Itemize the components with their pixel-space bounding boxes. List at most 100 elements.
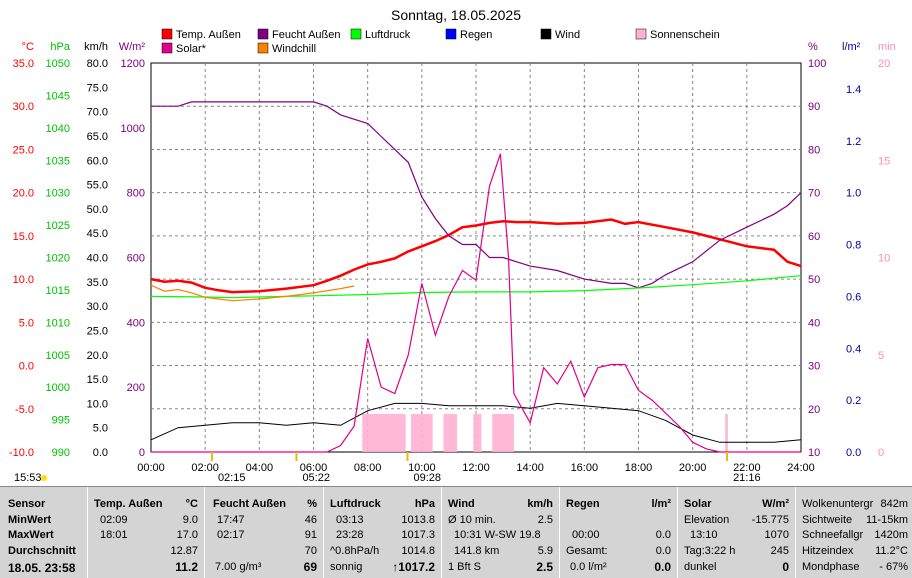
- legend-swatch: [161, 42, 173, 54]
- left-axis-tick: 1200: [121, 58, 145, 70]
- left-axis-tick: 1005: [46, 350, 70, 362]
- right-axis-tick: 10: [808, 447, 820, 459]
- legend-swatch: [350, 28, 362, 40]
- hum-min-time: 17:47: [217, 514, 245, 526]
- hum-max-time: 02:17: [217, 529, 245, 541]
- solar-avg-value: 245: [770, 545, 789, 557]
- left-axis-tick: 20.0: [13, 188, 34, 200]
- x-axis-tick: 20:00: [679, 462, 707, 474]
- right-axis-tick: 100: [808, 58, 826, 70]
- hum-avg-value: 70: [304, 545, 317, 557]
- left-axis-tick: 1035: [46, 155, 70, 167]
- left-axis-tick: 0: [139, 447, 145, 459]
- solar-head: Solar: [684, 498, 712, 510]
- marker-label: 05:22: [302, 472, 330, 484]
- wind-bft: 1 Bft S: [448, 561, 482, 573]
- solar-max-time: 13:10: [690, 529, 718, 541]
- temp-column: Temp. Außen °C 02:09 9.0 18:01 17.0 12.8…: [88, 487, 205, 578]
- series-line: [150, 284, 355, 302]
- left-axis-tick: 1010: [46, 317, 70, 329]
- wind-mean-value: 5.9: [537, 545, 553, 557]
- left-axis-tick: 50.0: [87, 204, 108, 216]
- left-axis-tick: 35.0: [87, 277, 108, 289]
- sunshine-bar: [443, 414, 458, 452]
- left-axis-tick: 60.0: [87, 155, 108, 167]
- right-axis-tick: 10: [878, 253, 890, 265]
- temp-min-time: 02:09: [100, 514, 128, 526]
- press-trend: ^0.8hPa/h: [330, 545, 380, 557]
- left-axis-tick: 1015: [46, 285, 70, 297]
- rain-current: 0.0: [654, 560, 671, 574]
- right-axis-tick: 0.6: [846, 291, 861, 303]
- legend-swatch: [161, 28, 173, 40]
- left-axis-tick: 15.0: [87, 374, 108, 386]
- left-marker-label: 15:53: [14, 472, 42, 484]
- wind-unit: km/h: [527, 498, 553, 510]
- wind-head: Wind: [448, 498, 475, 510]
- pressure-column: Luftdruck hPa 03:13 1013.8 23:28 1017.3 …: [324, 487, 442, 578]
- cloud-base-value: 842m: [880, 498, 908, 510]
- left-axis-tick: 800: [127, 188, 145, 200]
- left-axis-tick: 65.0: [87, 131, 108, 143]
- x-axis-tick: 00:00: [137, 462, 165, 474]
- solar-state: dunkel: [684, 561, 717, 573]
- durchschnitt-label: Durchschnitt: [8, 545, 76, 557]
- marker-label: 02:15: [218, 472, 246, 484]
- sunshine-bar: [492, 414, 514, 452]
- left-axis-tick: 1030: [46, 188, 70, 200]
- right-axis-tick: 0.0: [846, 447, 861, 459]
- x-axis-tick: 12:00: [462, 462, 490, 474]
- right-axis-unit: min: [878, 41, 896, 53]
- right-axis-unit: %: [808, 41, 818, 53]
- misc-column: Wolkenuntergr 842m Sichtweite 11-15km Sc…: [796, 487, 912, 578]
- x-axis-tick: 08:00: [354, 462, 382, 474]
- right-axis-unit: l/m²: [842, 41, 861, 53]
- right-axis-tick: 1.2: [846, 136, 861, 148]
- press-max-time: 23:28: [336, 529, 364, 541]
- series-line: [151, 101, 802, 289]
- wind-avg-label: Ø 10 min.: [448, 514, 496, 526]
- press-current: ↑1017.2: [392, 560, 435, 574]
- temp-max-time: 18:01: [100, 529, 128, 541]
- left-axis-tick: 5.0: [19, 317, 34, 329]
- heat-index-label: Hitzeindex: [802, 545, 854, 557]
- left-axis-tick: 20.0: [87, 350, 108, 362]
- left-axis-unit: W/m²: [119, 41, 146, 53]
- left-axis-unit: hPa: [50, 41, 70, 53]
- press-max-value: 1017.3: [401, 529, 435, 541]
- left-axis-tick: 400: [127, 317, 145, 329]
- left-axis-tick: 200: [127, 382, 145, 394]
- moonphase-label: Mondphase: [802, 561, 860, 573]
- right-axis-tick: 30: [808, 361, 820, 373]
- sunshine-bar: [725, 414, 728, 452]
- legend-label: Solar*: [176, 43, 207, 55]
- right-axis-tick: 1.4: [846, 84, 861, 96]
- rain-head: Regen: [566, 498, 600, 510]
- moonphase-value: - 67%: [879, 561, 908, 573]
- legend-label: Windchill: [272, 43, 316, 55]
- temp-current: 11.2: [175, 560, 198, 574]
- right-axis-tick: 60: [808, 231, 820, 243]
- right-axis-tick: 80: [808, 144, 820, 156]
- press-unit: hPa: [414, 498, 435, 510]
- wind-column: Wind km/h Ø 10 min. 2.5 10:31 W-SW 19.8 …: [442, 487, 560, 578]
- hum-current: 69: [303, 560, 317, 574]
- right-axis-tick: 20: [808, 404, 820, 416]
- left-axis-tick: 0.0: [19, 361, 34, 373]
- hum-abs: 7.00 g/m³: [215, 561, 262, 573]
- sunshine-bar: [411, 414, 433, 452]
- right-axis-tick: 0.2: [846, 395, 861, 407]
- sunshine-bar: [473, 414, 482, 452]
- x-axis-tick: 10:00: [408, 462, 436, 474]
- left-axis-tick: 45.0: [87, 228, 108, 240]
- legend-label: Luftdruck: [365, 29, 411, 41]
- legend-label: Wind: [555, 29, 580, 41]
- right-axis-tick: 50: [808, 274, 820, 286]
- rain-max-time: 00:00: [572, 529, 600, 541]
- temp-min-value: 9.0: [182, 514, 198, 526]
- right-axis-tick: 0.8: [846, 240, 861, 252]
- left-axis-tick: 990: [52, 447, 70, 459]
- left-axis-tick: 15.0: [13, 231, 34, 243]
- sensor-column: Sensor MinWert MaxWert Durchschnitt 18.0…: [0, 487, 88, 578]
- x-axis-tick: 04:00: [246, 462, 274, 474]
